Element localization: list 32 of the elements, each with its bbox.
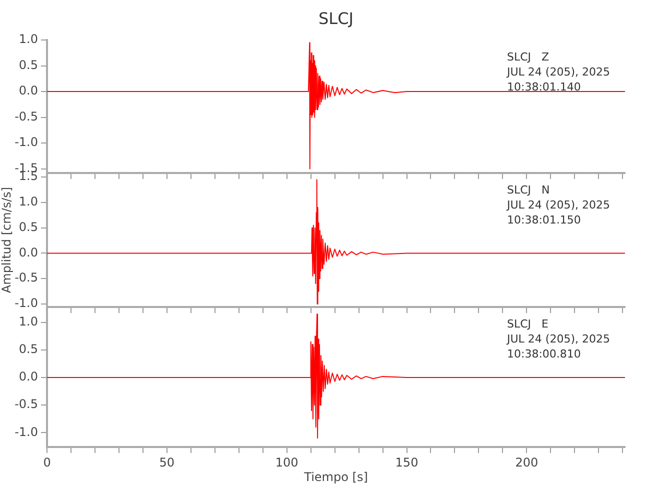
- y-tick-label: 0.0: [18, 84, 38, 98]
- x-tick-label: 200: [515, 455, 538, 470]
- annotation: 10:38:00.810: [507, 347, 581, 360]
- y-tick-label: 1.0: [18, 32, 38, 46]
- annotation: 10:38:01.150: [507, 213, 581, 226]
- y-tick-label: -0.5: [14, 270, 38, 285]
- y-tick-label: 0.0: [18, 370, 38, 384]
- annotation: SLCJ E: [507, 317, 549, 330]
- annotation: JUL 24 (205), 2025: [506, 65, 610, 78]
- y-tick-label: 0.5: [18, 342, 38, 356]
- y-tick-label: 1.0: [18, 314, 38, 329]
- annotation: JUL 24 (205), 2025: [506, 198, 610, 212]
- annotation: 10:38:01.140: [507, 80, 581, 94]
- x-tick-label: 50: [159, 455, 175, 470]
- y-tick-label: 0.5: [18, 58, 38, 72]
- y-tick-label: -0.5: [14, 109, 38, 124]
- annotation: SLCJ N: [507, 183, 550, 196]
- y-tick-label: -0.5: [14, 397, 38, 412]
- x-tick-label: 0: [43, 455, 51, 470]
- y-tick-label: -1.0: [14, 135, 38, 150]
- annotation: JUL 24 (205), 2025: [506, 332, 610, 346]
- y-tick-label: 0.0: [18, 245, 38, 260]
- y-tick-label: 0.5: [18, 220, 38, 234]
- y-axis-title: Amplitud [cm/s/s]: [0, 186, 14, 294]
- y-tick-label: 1.0: [18, 194, 38, 209]
- x-axis-title: Tiempo [s]: [303, 470, 368, 484]
- y-tick-label: -1.0: [14, 424, 38, 439]
- annotation: SLCJ Z: [507, 50, 550, 64]
- x-tick-label: 150: [395, 455, 418, 470]
- y-tick-label: -1.0: [14, 296, 38, 310]
- chart-title: SLCJ: [318, 9, 354, 28]
- x-tick-label: 100: [275, 455, 298, 470]
